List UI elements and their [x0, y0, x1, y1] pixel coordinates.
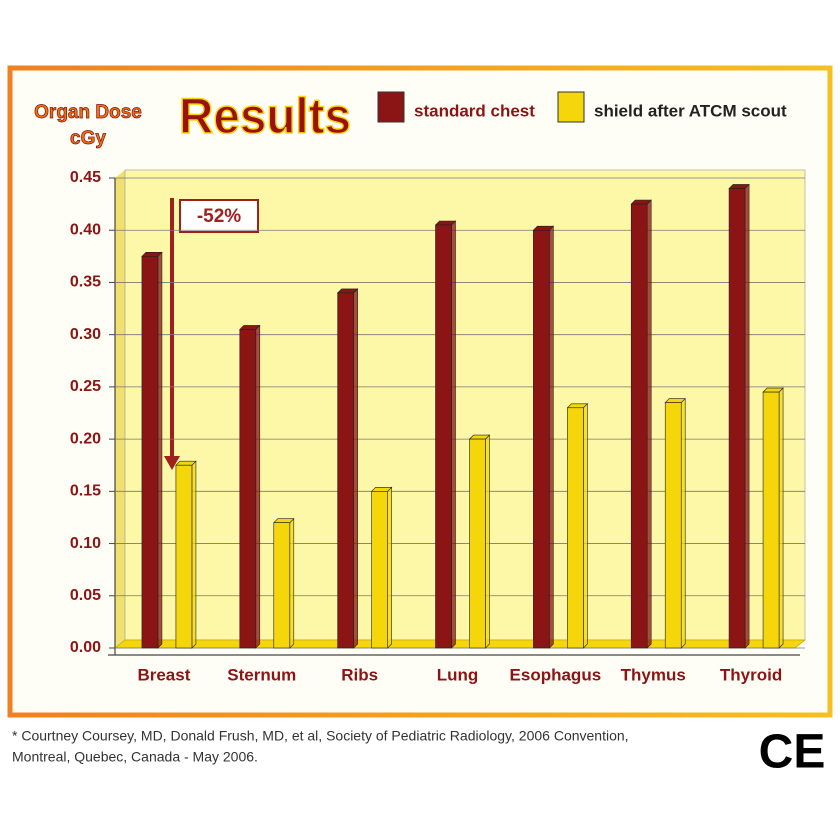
bar — [728, 188, 746, 649]
bar-side — [680, 397, 686, 649]
bar-top — [273, 518, 295, 523]
bar — [175, 464, 193, 649]
x-tick-label: Esophagus — [510, 665, 602, 684]
x-tick-label: Sternum — [227, 665, 296, 684]
bar-top — [370, 487, 393, 492]
legend-swatch — [557, 91, 585, 123]
bar-side — [583, 403, 588, 649]
y-tick-label: 0.00 — [70, 639, 101, 656]
bar-top — [239, 325, 261, 330]
bar-side — [387, 486, 392, 649]
x-tick-label: Thymus — [621, 665, 686, 684]
bar-side — [255, 324, 261, 649]
ce-mark: CE — [759, 726, 826, 779]
bar — [337, 292, 354, 649]
legend-swatch — [377, 91, 405, 123]
bar-side — [485, 434, 490, 649]
bar — [533, 229, 550, 649]
y-tick-label: 0.45 — [70, 169, 101, 186]
bar-top — [468, 434, 491, 440]
bar — [469, 438, 486, 649]
bar-side — [778, 387, 784, 649]
bar — [630, 203, 648, 649]
chart-title: Results — [179, 88, 351, 144]
bar — [664, 402, 682, 649]
bar-side — [451, 220, 456, 649]
y-tick-label: 0.25 — [70, 378, 101, 395]
bar — [567, 407, 584, 649]
bar — [141, 256, 159, 649]
y-tick-label: 0.10 — [70, 535, 101, 552]
y-tick-label: 0.20 — [70, 430, 101, 447]
bar-side — [549, 225, 554, 649]
bar-top — [664, 398, 686, 403]
bar-top — [566, 403, 589, 409]
annotation-arrowhead — [164, 456, 180, 470]
bar-top — [175, 460, 197, 466]
bar — [371, 491, 388, 649]
annotation-box — [179, 199, 259, 233]
x-tick-label: Thyroid — [720, 665, 782, 684]
legend-label: standard chest — [414, 101, 535, 120]
bar — [435, 224, 452, 649]
bar-side — [157, 251, 163, 649]
legend-label: shield after ATCM scout — [594, 101, 787, 120]
annotation: -52% — [197, 206, 241, 227]
y-tick-label: 0.30 — [70, 326, 101, 343]
y-tick-label: 0.35 — [70, 274, 101, 291]
x-tick-label: Ribs — [341, 665, 378, 684]
bar-side — [191, 460, 197, 649]
bar — [273, 522, 291, 649]
bar — [762, 391, 780, 649]
bar-top — [141, 252, 163, 257]
back-wall — [124, 169, 806, 641]
x-tick-label: Lung — [437, 665, 479, 684]
bar-top — [762, 387, 784, 393]
bar-side — [744, 183, 750, 649]
bar-top — [532, 225, 555, 231]
y-label: Organ Dose — [34, 102, 142, 123]
bar-top — [630, 199, 652, 205]
bar-side — [353, 288, 358, 649]
bar-side — [289, 517, 295, 649]
y-label: cGy — [70, 128, 106, 149]
y-tick-label: 0.15 — [70, 483, 101, 500]
y-tick-label: 0.05 — [70, 587, 101, 604]
y-tick-label: 0.40 — [70, 221, 101, 238]
x-tick-label: Breast — [137, 665, 190, 684]
bar — [239, 329, 257, 649]
floor — [114, 639, 806, 649]
bar-side — [646, 199, 652, 649]
bar-top — [434, 220, 457, 226]
bar-top — [728, 184, 750, 189]
bar-top — [336, 288, 359, 294]
footnote: Montreal, Quebec, Canada - May 2006. — [12, 749, 258, 765]
footnote: * Courtney Coursey, MD, Donald Frush, MD… — [12, 728, 629, 744]
side-wall — [115, 170, 125, 648]
